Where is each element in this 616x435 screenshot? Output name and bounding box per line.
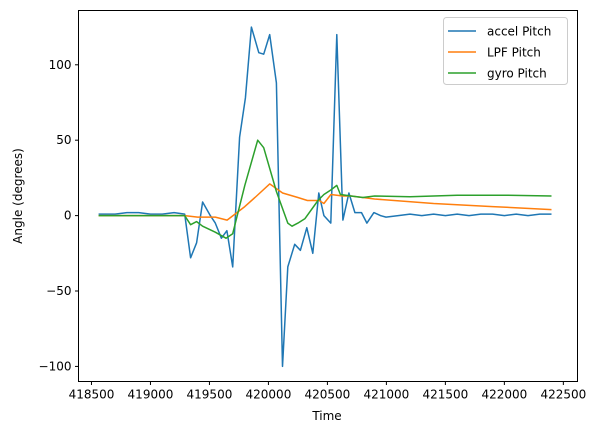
plot-frame xyxy=(78,10,578,382)
x-tick-label: 422000 xyxy=(481,388,527,402)
legend-box xyxy=(443,17,568,85)
y-tick-label: 0 xyxy=(64,209,72,223)
x-tick-label: 421000 xyxy=(363,388,409,402)
x-tick-label: 420500 xyxy=(305,388,351,402)
x-tick-label: 422500 xyxy=(540,388,586,402)
x-axis-ticks: 418500 419000 419500 420000 420500 421000 4215… xyxy=(69,381,586,402)
y-axis-label: Angle (degrees) xyxy=(11,148,25,244)
x-tick-label: 421500 xyxy=(422,388,468,402)
x-tick-label: 420000 xyxy=(246,388,292,402)
y-axis-ticks: −100 −50 0 50 100 xyxy=(39,58,79,373)
legend-label: gyro Pitch xyxy=(487,67,547,81)
x-tick-label: 419000 xyxy=(128,388,174,402)
y-tick-label: −100 xyxy=(39,359,72,373)
legend: accel Pitch LPF Pitch gyro Pitch xyxy=(443,17,568,85)
series-line-accel-pitch xyxy=(98,26,552,368)
y-tick-label: 50 xyxy=(56,133,71,147)
x-tick-label: 419500 xyxy=(187,388,233,402)
x-axis-label: Time xyxy=(311,409,341,423)
legend-label: LPF Pitch xyxy=(487,46,541,60)
series-line-gyro-pitch xyxy=(98,139,552,239)
y-tick-label: 100 xyxy=(49,58,72,72)
y-tick-label: −50 xyxy=(46,284,71,298)
x-tick-label: 418500 xyxy=(69,388,115,402)
series-layer xyxy=(98,26,552,368)
legend-label: accel Pitch xyxy=(487,25,551,39)
